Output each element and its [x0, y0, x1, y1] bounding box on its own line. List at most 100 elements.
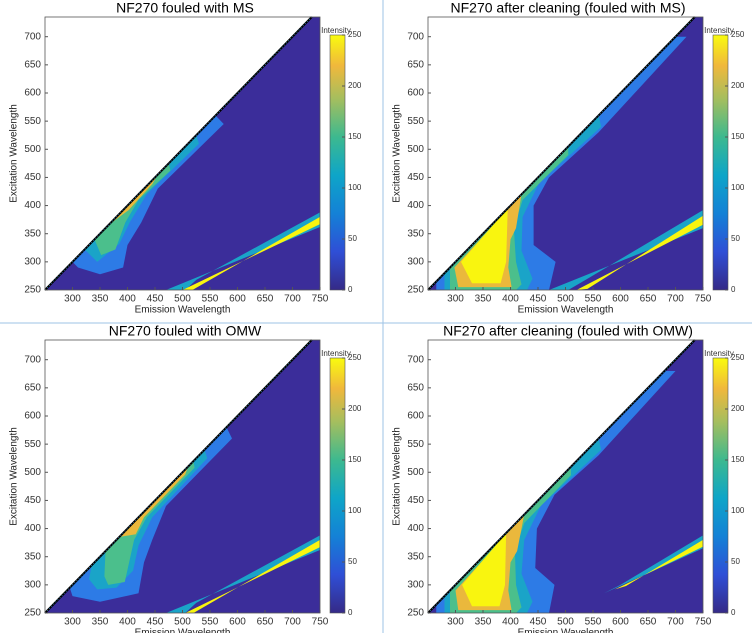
- y-tick-label: 600: [24, 411, 41, 422]
- y-axis-label: Excitation Wavelength: [392, 104, 403, 203]
- chart-title: NF270 fouled with OMW: [109, 323, 262, 339]
- y-tick-label: 600: [407, 411, 424, 422]
- x-tick-label: 400: [119, 294, 136, 305]
- y-tick-label: 350: [407, 551, 424, 562]
- diagonal-dots: [44, 16, 313, 291]
- colorbar-tick-label: 250: [731, 353, 745, 362]
- y-tick-label: 700: [24, 31, 41, 42]
- x-tick-label: 650: [257, 617, 274, 628]
- y-tick-label: 250: [407, 608, 424, 619]
- colorbar-tick-label: 200: [348, 81, 362, 90]
- y-tick-label: 250: [24, 608, 41, 619]
- y-tick-label: 350: [24, 228, 41, 239]
- y-tick-label: 250: [407, 285, 424, 296]
- x-tick-label: 300: [64, 294, 81, 305]
- y-tick-label: 500: [24, 467, 41, 478]
- y-axis-label: Excitation Wavelength: [9, 104, 20, 203]
- colorbar-label: Intensity: [704, 349, 734, 358]
- y-tick-label: 450: [407, 495, 424, 506]
- x-tick-label: 500: [557, 294, 574, 305]
- y-tick-label: 550: [407, 439, 424, 450]
- y-tick-label: 400: [24, 523, 41, 534]
- y-tick-label: 450: [24, 495, 41, 506]
- colorbar-tick-label: 0: [348, 285, 353, 294]
- x-tick-label: 400: [502, 294, 519, 305]
- contour-region: [462, 533, 507, 607]
- x-tick-label: 700: [284, 294, 301, 305]
- colorbar-tick-label: 150: [348, 455, 362, 464]
- colorbar-tick-label: 250: [348, 30, 362, 39]
- colorbar-tick-label: 100: [731, 183, 745, 192]
- y-tick-label: 600: [407, 88, 424, 99]
- x-tick-label: 300: [64, 617, 81, 628]
- x-tick-label: 550: [585, 617, 602, 628]
- y-tick-label: 600: [24, 88, 41, 99]
- x-tick-label: 650: [640, 294, 657, 305]
- x-tick-label: 700: [667, 617, 684, 628]
- colorbar-tick-label: 50: [731, 557, 740, 566]
- panel: NF270 after cleaning (fouled with MS) 300…: [392, 0, 745, 316]
- y-tick-label: 300: [407, 256, 424, 267]
- y-tick-label: 500: [24, 144, 41, 155]
- chart-title: NF270 after cleaning (fouled with MS): [451, 0, 686, 16]
- y-tick-label: 400: [407, 200, 424, 211]
- x-tick-label: 350: [475, 617, 492, 628]
- x-tick-label: 350: [475, 294, 492, 305]
- y-tick-label: 250: [24, 285, 41, 296]
- colorbar-label: Intensity: [704, 26, 734, 35]
- x-tick-label: 500: [174, 617, 191, 628]
- x-tick-label: 400: [119, 617, 136, 628]
- y-tick-label: 650: [24, 382, 41, 393]
- x-axis-label: Emission Wavelength: [518, 628, 614, 633]
- diagonal-dots: [44, 339, 313, 614]
- x-tick-label: 450: [147, 617, 164, 628]
- panel: NF270 after cleaning (fouled with OMW) 30…: [392, 323, 745, 633]
- contour-region: [104, 461, 195, 585]
- x-tick-label: 500: [174, 294, 191, 305]
- colorbar-tick-label: 250: [731, 30, 745, 39]
- colorbar-tick-label: 0: [731, 285, 736, 294]
- y-tick-label: 300: [24, 256, 41, 267]
- colorbar: [329, 34, 346, 291]
- x-tick-label: 650: [640, 617, 657, 628]
- colorbar: [712, 357, 729, 614]
- x-axis-label: Emission Wavelength: [135, 305, 231, 316]
- y-tick-label: 300: [24, 579, 41, 590]
- y-tick-label: 650: [407, 382, 424, 393]
- x-tick-label: 550: [202, 617, 219, 628]
- colorbar-tick-label: 50: [348, 234, 357, 243]
- colorbar-tick-label: 200: [731, 404, 745, 413]
- y-tick-label: 400: [407, 523, 424, 534]
- colorbar-tick-label: 200: [731, 81, 745, 90]
- colorbar-tick-label: 150: [731, 455, 745, 464]
- x-tick-label: 750: [695, 617, 712, 628]
- x-tick-label: 750: [695, 294, 712, 305]
- x-tick-label: 300: [447, 617, 464, 628]
- x-tick-label: 400: [502, 617, 519, 628]
- x-tick-label: 450: [530, 617, 547, 628]
- y-tick-label: 350: [407, 228, 424, 239]
- x-tick-label: 450: [530, 294, 547, 305]
- colorbar-tick-label: 0: [731, 608, 736, 617]
- x-tick-label: 300: [447, 294, 464, 305]
- diagonal-dots: [427, 16, 696, 291]
- y-tick-label: 700: [407, 354, 424, 365]
- y-tick-label: 450: [24, 172, 41, 183]
- x-axis-label: Emission Wavelength: [518, 305, 614, 316]
- x-tick-label: 600: [612, 294, 629, 305]
- y-tick-label: 450: [407, 172, 424, 183]
- contour-region: [461, 208, 508, 284]
- x-tick-label: 750: [312, 617, 329, 628]
- x-axis-label: Emission Wavelength: [135, 628, 231, 633]
- x-tick-label: 600: [229, 294, 246, 305]
- x-tick-label: 500: [557, 617, 574, 628]
- x-tick-label: 550: [202, 294, 219, 305]
- colorbar-tick-label: 100: [348, 506, 362, 515]
- x-tick-label: 650: [257, 294, 274, 305]
- diagonal-dots: [427, 339, 696, 614]
- colorbar-tick-label: 150: [348, 132, 362, 141]
- colorbar-tick-label: 100: [731, 506, 745, 515]
- y-tick-label: 500: [407, 467, 424, 478]
- colorbar-label: Intensity: [321, 349, 351, 358]
